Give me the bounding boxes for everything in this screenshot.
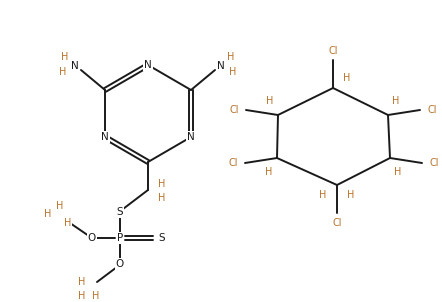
Text: Cl: Cl	[328, 46, 338, 56]
Text: H: H	[158, 193, 166, 203]
Text: N: N	[71, 61, 79, 71]
Text: H: H	[394, 167, 402, 177]
Text: H: H	[59, 67, 67, 77]
Text: P: P	[117, 233, 123, 243]
Text: N: N	[217, 61, 225, 71]
Text: H: H	[44, 209, 52, 219]
Text: H: H	[158, 179, 166, 189]
Text: O: O	[116, 259, 124, 269]
Text: N: N	[187, 132, 195, 142]
Text: S: S	[159, 233, 165, 243]
Text: Cl: Cl	[332, 218, 342, 228]
Text: H: H	[78, 277, 86, 287]
Text: H: H	[61, 52, 69, 62]
Text: N: N	[101, 132, 109, 142]
Text: H: H	[265, 167, 273, 177]
Text: H: H	[227, 52, 235, 62]
Text: Cl: Cl	[229, 105, 239, 115]
Text: Cl: Cl	[429, 158, 439, 168]
Text: H: H	[319, 190, 327, 200]
Text: O: O	[88, 233, 96, 243]
Text: S: S	[117, 207, 123, 217]
Text: H: H	[392, 96, 400, 106]
Text: H: H	[92, 291, 100, 301]
Text: H: H	[229, 67, 236, 77]
Text: H: H	[56, 201, 64, 211]
Text: H: H	[267, 96, 274, 106]
Text: Cl: Cl	[427, 105, 437, 115]
Text: H: H	[65, 218, 72, 228]
Text: H: H	[347, 190, 354, 200]
Text: Cl: Cl	[228, 158, 238, 168]
Text: H: H	[78, 291, 86, 301]
Text: H: H	[343, 73, 351, 83]
Text: N: N	[144, 60, 152, 70]
